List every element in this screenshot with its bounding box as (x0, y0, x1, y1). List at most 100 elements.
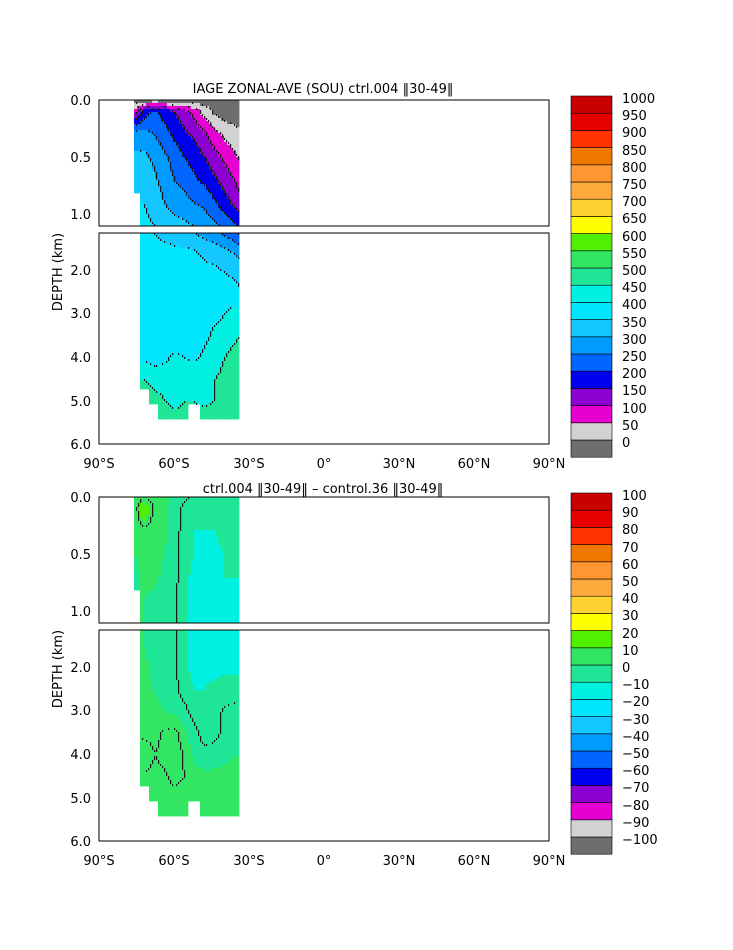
field-cell (203, 503, 207, 507)
field-cell (233, 100, 237, 104)
field-cell (140, 548, 144, 552)
field-cell (161, 560, 165, 564)
contour-mark (206, 160, 208, 162)
field-cell (149, 166, 153, 170)
field-cell (152, 362, 156, 366)
field-cell (224, 557, 228, 561)
field-cell (158, 563, 162, 567)
field-cell (209, 175, 213, 179)
field-cell (206, 118, 210, 122)
field-cell (155, 154, 159, 158)
field-cell (164, 257, 168, 261)
field-cell (188, 242, 192, 246)
field-cell (221, 260, 225, 264)
field-cell (221, 575, 225, 579)
field-cell (230, 521, 234, 525)
field-cell (170, 524, 174, 528)
field-cell (236, 169, 240, 173)
field-cell (143, 377, 147, 381)
field-cell (143, 320, 147, 324)
field-cell (197, 299, 201, 303)
field-cell (140, 184, 144, 188)
contour-mark (218, 116, 220, 118)
field-cell (146, 554, 150, 558)
field-cell (185, 248, 189, 252)
field-cell (206, 560, 210, 564)
field-cell (200, 332, 204, 336)
field-cell (215, 539, 219, 543)
field-cell (203, 509, 207, 513)
field-cell (233, 157, 237, 161)
field-cell (236, 356, 240, 360)
field-cell (230, 530, 234, 534)
field-cell (206, 199, 210, 203)
contour-mark (230, 172, 232, 174)
field-cell (215, 260, 219, 264)
field-cell (185, 233, 189, 237)
field-cell (158, 338, 162, 342)
field-cell (236, 121, 240, 125)
field-cell (170, 506, 174, 510)
field-cell (236, 557, 240, 561)
field-cell (236, 181, 240, 185)
field-cell (215, 166, 219, 170)
field-cell (206, 500, 210, 504)
field-cell (203, 242, 207, 246)
field-cell (134, 178, 138, 182)
field-cell (218, 530, 222, 534)
field-cell (197, 133, 201, 137)
field-cell (185, 199, 189, 203)
field-cell (209, 539, 213, 543)
field-cell (173, 416, 177, 420)
field-cell (215, 521, 219, 525)
field-cell (218, 581, 222, 585)
field-cell (188, 542, 192, 546)
contour-mark (210, 124, 212, 126)
field-cell (158, 398, 162, 402)
field-cell (197, 320, 201, 324)
field-cell (185, 326, 189, 330)
field-cell (134, 157, 138, 161)
field-cell (140, 127, 144, 131)
field-cell (227, 545, 231, 549)
contour-mark (178, 184, 180, 186)
field-cell (188, 208, 192, 212)
contour-mark (214, 325, 216, 327)
colorbar-label: 900 (622, 126, 647, 141)
field-cell (209, 272, 213, 276)
field-cell (143, 233, 147, 237)
field-cell (158, 311, 162, 315)
field-cell (233, 314, 237, 318)
field-cell (176, 323, 180, 327)
field-cell (140, 151, 144, 155)
contour-mark (178, 216, 180, 218)
field-cell (155, 148, 159, 152)
field-cell (176, 181, 180, 185)
field-cell (155, 395, 159, 399)
field-cell (143, 296, 147, 300)
field-cell (194, 236, 198, 240)
field-cell (200, 257, 204, 261)
panel-bottom: ctrl.004 ‖30-49‖ – control.36 ‖30-49‖ 0.… (51, 482, 658, 869)
field-cell (224, 359, 228, 363)
field-cell (206, 193, 210, 197)
field-cell (161, 377, 165, 381)
field-cell (200, 100, 204, 104)
field-cell (191, 233, 195, 237)
field-cell (188, 359, 192, 363)
field-cell (224, 512, 228, 516)
field-cell (179, 572, 183, 576)
field-cell (137, 569, 141, 573)
field-cell (140, 287, 144, 291)
field-cell (164, 296, 168, 300)
field-cell (203, 368, 207, 372)
field-cell (182, 178, 186, 182)
field-cell (236, 509, 240, 513)
field-cell (152, 266, 156, 270)
field-cell (176, 157, 180, 161)
field-cell (185, 208, 189, 212)
field-cell (152, 554, 156, 558)
contour-mark (216, 130, 218, 132)
field-cell (152, 287, 156, 291)
field-cell (146, 497, 150, 501)
